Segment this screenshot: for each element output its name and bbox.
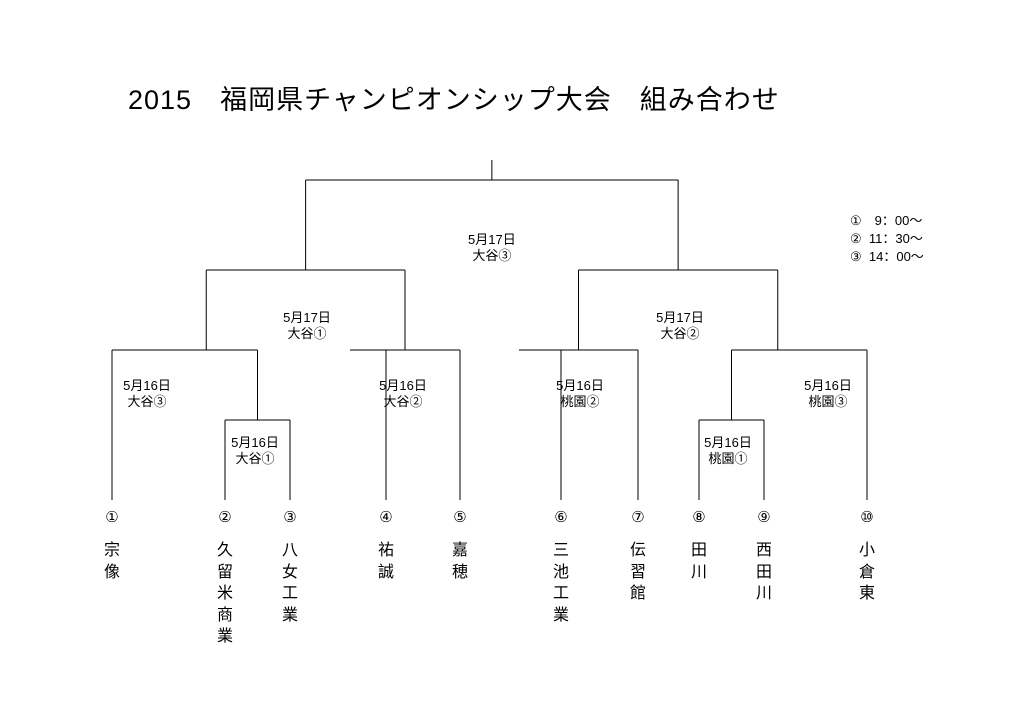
quarter-1: 5月16日大谷② [368, 378, 438, 409]
final: 5月17日大谷③ [457, 232, 527, 263]
team-9: 西田川 [752, 540, 776, 605]
seed-10: ⑩ [855, 508, 879, 526]
team-8: 田川 [687, 540, 711, 583]
seed-3: ③ [278, 508, 302, 526]
team-7: 伝習館 [626, 540, 650, 605]
team-1: 宗像 [100, 540, 124, 583]
team-6: 三池工業 [549, 540, 573, 626]
seed-6: ⑥ [549, 508, 573, 526]
seed-2: ② [213, 508, 237, 526]
seed-4: ④ [374, 508, 398, 526]
team-10: 小倉東 [855, 540, 879, 605]
team-3: 八女工業 [278, 540, 302, 626]
team-4: 祐誠 [374, 540, 398, 583]
seed-8: ⑧ [687, 508, 711, 526]
seed-5: ⑤ [448, 508, 472, 526]
seed-1: ① [100, 508, 124, 526]
page-title: 2015 福岡県チャンピオンシップ大会 組み合わせ [128, 78, 780, 117]
seed-7: ⑦ [626, 508, 650, 526]
quarter-2: 5月16日桃園② [545, 378, 615, 409]
team-2: 久留米商業 [213, 540, 237, 648]
playin-1: 5月16日桃園① [693, 435, 763, 466]
quarter-3: 5月16日桃園③ [793, 378, 863, 409]
time-legend: ① 9：00～ ② 11：30～ ③ 14：00～ [850, 212, 924, 267]
seed-9: ⑨ [752, 508, 776, 526]
playin-0: 5月16日大谷① [220, 435, 290, 466]
quarter-0: 5月16日大谷③ [112, 378, 182, 409]
semi-0: 5月17日大谷① [272, 310, 342, 341]
semi-1: 5月17日大谷② [645, 310, 715, 341]
team-5: 嘉穂 [448, 540, 472, 583]
